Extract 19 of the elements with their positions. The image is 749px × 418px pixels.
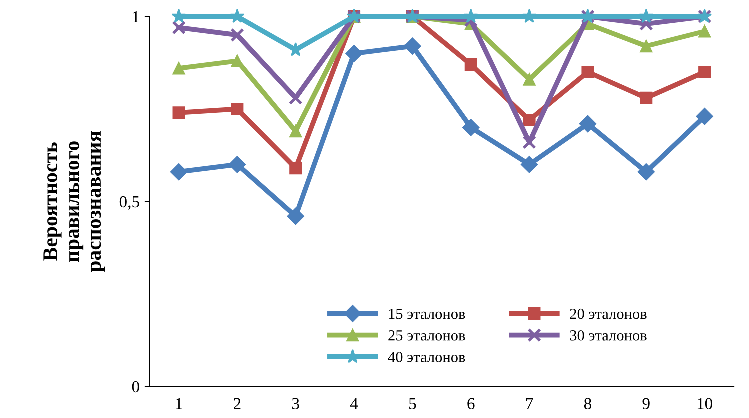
x-tick-label: 5 <box>410 398 416 410</box>
legend-label: 20 эталонов <box>570 308 647 320</box>
legend-label: 25 эталонов <box>388 330 466 341</box>
x-tick-label: 7 <box>526 398 534 410</box>
x-tick-label: 6 <box>468 398 475 410</box>
y-tick-label: 0 <box>132 381 140 393</box>
legend-label: 15 эталонов <box>389 308 466 320</box>
x-tick-label: 4 <box>350 398 358 410</box>
x-tick-label: 1 <box>176 398 182 410</box>
x-tick-label: 8 <box>584 398 592 410</box>
x-tick-label: 10 <box>698 398 713 410</box>
y-axis-title: Вероятность правильного распознавания <box>44 132 106 272</box>
legend-label: 30 эталонов <box>570 330 647 341</box>
x-tick-label: 2 <box>234 398 241 410</box>
y-tick-label: 1 <box>133 12 140 23</box>
legend-label: 40 эталонов <box>388 352 466 362</box>
y-tick-label: 0,5 <box>120 196 140 210</box>
x-tick-label: 3 <box>292 398 300 410</box>
x-tick-label: 9 <box>642 398 650 410</box>
